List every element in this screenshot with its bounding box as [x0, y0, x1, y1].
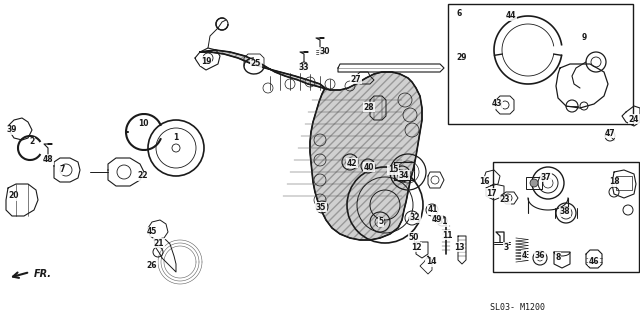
Text: 41: 41: [428, 205, 438, 214]
Text: 44: 44: [506, 11, 516, 20]
Text: 9: 9: [581, 33, 587, 41]
Text: 45: 45: [147, 227, 157, 236]
Text: 32: 32: [410, 213, 420, 222]
Text: 23: 23: [500, 196, 510, 204]
Text: 16: 16: [479, 176, 489, 186]
Text: 12: 12: [411, 242, 421, 251]
Text: 24: 24: [628, 115, 639, 123]
Text: 49: 49: [432, 214, 442, 224]
Text: 11: 11: [442, 231, 452, 240]
Text: 21: 21: [154, 239, 164, 248]
Text: 48: 48: [43, 155, 53, 165]
Text: 47: 47: [605, 129, 615, 137]
Text: 8: 8: [556, 253, 561, 262]
Bar: [493, 162, 639, 272]
Text: 38: 38: [560, 207, 570, 217]
Text: 15: 15: [388, 166, 398, 174]
Text: 40: 40: [364, 162, 374, 172]
Text: 46: 46: [589, 256, 599, 265]
Text: 43: 43: [492, 100, 502, 108]
Text: 27: 27: [351, 75, 362, 84]
Text: 37: 37: [541, 173, 551, 182]
Polygon shape: [200, 50, 422, 240]
Text: 39: 39: [7, 125, 17, 135]
Text: 31: 31: [438, 218, 448, 226]
Text: 14: 14: [426, 257, 436, 266]
Text: 4: 4: [522, 250, 527, 259]
Text: 35: 35: [316, 203, 326, 211]
Text: 20: 20: [9, 191, 19, 201]
Text: 25: 25: [251, 60, 261, 69]
Text: 10: 10: [138, 120, 148, 129]
Text: SL03- M1200: SL03- M1200: [490, 303, 545, 313]
Text: 28: 28: [364, 102, 374, 112]
Bar: [616, 176, 632, 190]
Text: 18: 18: [609, 177, 620, 187]
Text: 30: 30: [320, 48, 330, 56]
Text: 3: 3: [504, 242, 509, 251]
Text: FR.: FR.: [34, 269, 52, 279]
Text: 17: 17: [486, 189, 496, 197]
Text: 7: 7: [60, 166, 65, 174]
Text: 42: 42: [347, 159, 357, 167]
Text: 2: 2: [29, 137, 35, 146]
Text: 26: 26: [147, 261, 157, 270]
Bar: [526, 177, 542, 189]
Text: 6: 6: [456, 10, 461, 19]
Text: 29: 29: [457, 53, 467, 62]
Text: 5: 5: [378, 218, 383, 226]
Text: 36: 36: [535, 250, 545, 259]
Text: 1: 1: [173, 133, 179, 143]
Text: 33: 33: [299, 63, 309, 72]
Text: 50: 50: [409, 233, 419, 241]
Text: 13: 13: [454, 242, 464, 251]
Text: 34: 34: [399, 170, 409, 180]
Bar: [448, 4, 633, 124]
Text: 22: 22: [138, 172, 148, 181]
Circle shape: [530, 179, 538, 187]
Text: 19: 19: [201, 56, 211, 65]
